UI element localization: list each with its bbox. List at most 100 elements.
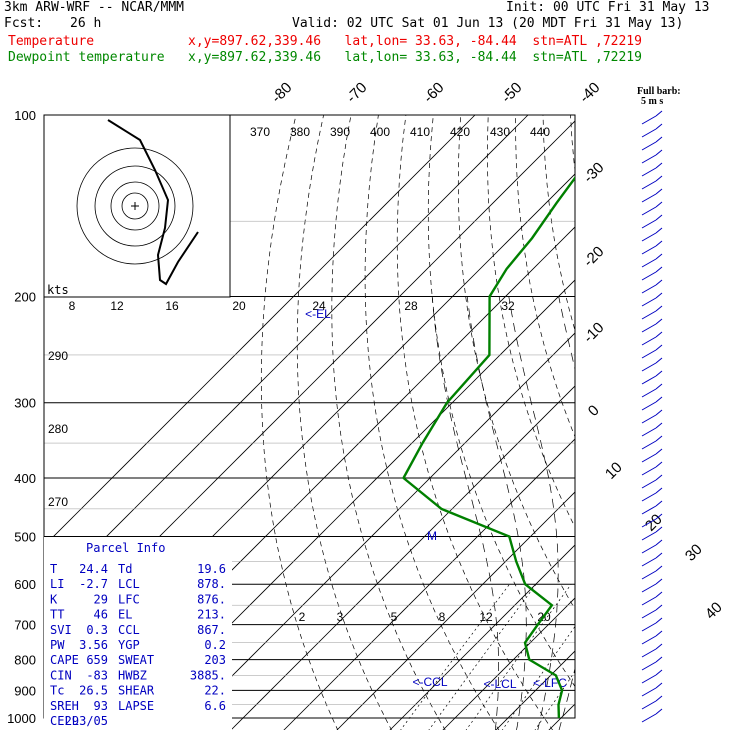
moist-adiabat-line — [508, 296, 559, 730]
isotherm-label: 10 — [602, 459, 626, 483]
dry-adiabat-line — [542, 115, 575, 332]
isotherm-label: 30 — [682, 541, 706, 565]
wind-barb — [641, 466, 657, 476]
wind-barb — [641, 700, 657, 710]
isotherm-line — [601, 115, 740, 731]
profiles — [401, 115, 724, 719]
parcel-key: K — [50, 592, 58, 606]
wind-barb — [641, 180, 657, 190]
theta-label: 380 — [290, 125, 310, 139]
dry-adiabat-line — [427, 115, 575, 688]
wind-barb-flag — [655, 396, 663, 403]
wind-barb-flag — [655, 539, 663, 546]
wind-barb — [641, 453, 657, 463]
parcel-value: 878. — [197, 577, 226, 591]
isotherm-line — [442, 597, 575, 730]
parcel-value: 3.56 — [79, 638, 108, 652]
pressure-label: 500 — [14, 529, 36, 544]
theta-label: 440 — [530, 125, 550, 139]
wind-barb — [641, 401, 657, 411]
parcel-value: 6.6 — [204, 699, 226, 713]
theta-label: 420 — [450, 125, 470, 139]
isotherm-label: 0 — [585, 402, 603, 420]
wind-barb-flag — [655, 110, 663, 117]
wind-barb — [641, 323, 657, 333]
wind-barb — [641, 622, 657, 632]
mixing-ratio-line — [400, 583, 510, 730]
wind-barb — [641, 336, 657, 346]
wind-barb-flag — [655, 149, 663, 156]
hodograph-speed-label: 28 — [404, 299, 418, 313]
wind-barb-flag — [655, 214, 663, 221]
pressure-label: 1000 — [7, 711, 36, 726]
isotherm-label: -30 — [580, 159, 607, 186]
wind-barb-flag — [655, 162, 663, 169]
dry-adiabat-line — [260, 115, 339, 730]
wind-barb-flag — [655, 474, 663, 481]
hodograph-ring — [110, 181, 160, 231]
dry-adiabat-line — [396, 115, 553, 730]
wind-barb-flag — [655, 656, 663, 663]
wind-barb — [641, 427, 657, 437]
parcel-key: CCL — [118, 623, 140, 637]
parcel-key: PW — [50, 638, 65, 652]
wind-barb-flag — [655, 409, 663, 416]
mixing-ratio-line — [534, 670, 575, 730]
dry-adiabat-line — [735, 115, 740, 731]
isotherm-line — [44, 115, 476, 547]
dry-adiabat-line — [296, 115, 392, 730]
parcel-key: LI — [50, 577, 64, 591]
parcel-value: 19.6 — [197, 562, 226, 576]
temperature-profile — [580, 115, 724, 718]
pressure-label: 700 — [14, 618, 36, 633]
wind-barb-flag — [655, 682, 663, 689]
mixing-ratio-label: 12 — [479, 610, 493, 624]
wind-barb — [641, 661, 657, 671]
wind-barb — [641, 635, 657, 645]
wind-barbs — [641, 110, 663, 723]
parcel-value: 0.3 — [86, 623, 108, 637]
wind-barb — [641, 141, 657, 151]
parcel-value: 867. — [197, 623, 226, 637]
parcel-value: 24.4 — [79, 562, 108, 576]
parcel-key: LAPSE — [118, 699, 154, 713]
pressure-labels: 100 200 300 400 500 600 700 800 900 1000 — [7, 108, 36, 726]
mixing-ratio-line — [501, 625, 575, 730]
forecast-hour: 26 h — [70, 16, 102, 31]
wind-barb-flag — [655, 318, 663, 325]
wind-barb — [641, 531, 657, 541]
wind-barb — [641, 557, 657, 567]
wind-barb — [641, 388, 657, 398]
pressure-label: 400 — [14, 471, 36, 486]
wind-barb-flag — [655, 188, 663, 195]
wind-barb — [641, 505, 657, 515]
isotherm-label: -20 — [580, 243, 607, 270]
wind-barb — [641, 492, 657, 502]
hodograph-speed-label: 12 — [110, 299, 124, 313]
moist-adiabat-line — [431, 296, 499, 730]
level-label: M — [427, 529, 437, 543]
parcel-value: 876. — [197, 592, 226, 606]
isotherm-line — [44, 115, 529, 600]
wind-barb-flag — [655, 643, 663, 650]
theta-label: 390 — [330, 125, 350, 139]
wind-barb — [641, 193, 657, 203]
parcel-value: 26.5 — [79, 684, 108, 698]
wind-barb — [641, 375, 657, 385]
pressure-label: 900 — [14, 683, 36, 698]
isotherm-label: -70 — [343, 79, 370, 106]
theta-label: 270 — [48, 495, 68, 509]
wind-barb-flag — [655, 513, 663, 520]
isotherm-line — [389, 544, 575, 730]
hodograph-ring — [76, 147, 194, 265]
dry-adiabat-line — [331, 115, 446, 730]
parcel-key: CIN — [50, 668, 72, 682]
hodograph — [43, 114, 231, 298]
mixing-ratio-label: 5 — [391, 610, 398, 624]
wind-barb — [641, 713, 657, 723]
full-barb-value: 5 m s — [641, 96, 663, 107]
wind-barb — [641, 362, 657, 372]
parcel-key: YGP — [118, 638, 140, 652]
wind-barb — [641, 518, 657, 528]
mixing-ratio-label: 2 — [299, 610, 306, 624]
